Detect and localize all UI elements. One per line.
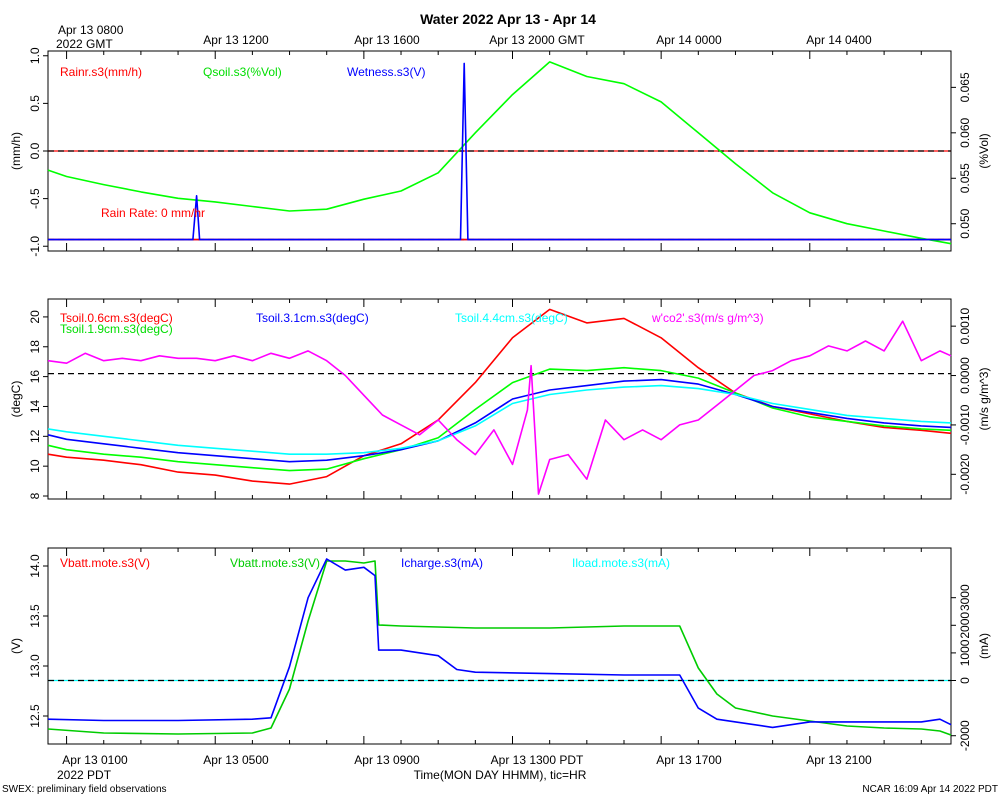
top-tick-label: Apr 13 2000 GMT	[489, 33, 585, 47]
y-tick-label-left: 0.5	[28, 95, 42, 112]
legend-vbatt-green: Vbatt.mote.s3(V)	[230, 556, 320, 570]
y-tick-label-right: -2000	[958, 720, 972, 751]
y-tick-label-right: 0.055	[958, 163, 972, 193]
y-tick-label-left: 8	[28, 492, 42, 499]
series-line-tsoil-3-1cm-s3-degc	[47, 378, 952, 463]
bottom-time-axis: Apr 13 0100 Apr 13 0500 Apr 13 0900 Apr …	[57, 753, 872, 782]
y-tick-label-left: -1.0	[28, 236, 42, 257]
panel-water-ylabel-right: (%Vol)	[977, 133, 991, 168]
bottom-tick-label: Apr 13 0900	[354, 753, 420, 767]
y-tick-label-right: 0.065	[958, 72, 972, 102]
panel-soil-temp-frame	[47, 298, 952, 500]
legend-tsoil-0-6cm: Tsoil.0.6cm.s3(degC)	[60, 311, 173, 325]
legend-tsoil-3-1cm: Tsoil.3.1cm.s3(degC)	[256, 311, 369, 325]
panel-water-ylabel-left: (mm/h)	[9, 132, 23, 170]
y-tick-label-right: 0	[958, 677, 972, 684]
top-tick-label: Apr 13 1600	[354, 33, 420, 47]
bottom-tick-label: Apr 13 0100	[62, 753, 128, 767]
y-tick-label-left: 14.0	[28, 554, 42, 578]
chart-title: Water 2022 Apr 13 - Apr 14	[420, 11, 596, 27]
panel-battery-ylabel-right: (mA)	[977, 633, 991, 659]
series-line-tsoil-0-6cm-s3-degc	[47, 308, 952, 485]
bottom-tick-label: Apr 13 0500	[203, 753, 269, 767]
panel-water: -1.0 -0.5 0.0 0.5 1.0 0.050 0.055 0.060 0.065 (…	[9, 47, 991, 256]
legend-rainr: Rainr.s3(mm/h)	[60, 65, 142, 79]
bottom-tick-label: Apr 13 1700	[656, 753, 722, 767]
series-line-w-co2-s3-m-s-g-m-3	[47, 320, 952, 495]
series-line-icharge-s3-ma	[47, 558, 952, 729]
y-tick-label-right: -0.0020	[958, 454, 972, 495]
top-time-axis: Apr 13 0800 2022 GMT Apr 13 1200 Apr 13 …	[56, 23, 872, 51]
y-tick-label-right: 0.0010	[958, 307, 972, 344]
legend-wco2: w'co2'.s3(m/s g/m^3)	[651, 311, 764, 325]
y-tick-label-left: -0.5	[28, 188, 42, 209]
y-tick-label-right: 1000	[958, 639, 972, 666]
panel-soil-temp-ylabel-left: (degC)	[9, 381, 23, 418]
footer-note: SWEX: preliminary field observations	[2, 784, 167, 795]
legend-qsoil: Qsoil.s3(%Vol)	[203, 65, 282, 79]
top-tick-label: Apr 14 0400	[806, 33, 872, 47]
y-tick-label-left: 18	[28, 340, 42, 354]
legend-iload: Iload.mote.s3(mA)	[572, 556, 670, 570]
series-line-wetness-s3-v	[48, 62, 951, 241]
y-tick-label-right: 0.060	[958, 117, 972, 147]
panel-soil-temp-ylabel-right: (m/s g/m^3)	[977, 368, 991, 431]
y-tick-label-right: 0.050	[958, 208, 972, 238]
bottom-tick-label: Apr 13 2100	[806, 753, 872, 767]
y-tick-label-left: 14	[28, 399, 42, 413]
legend-vbatt-red: Vbatt.mote.s3(V)	[60, 556, 150, 570]
panel-battery-frame	[47, 547, 952, 745]
y-tick-label-left: 20	[28, 310, 42, 324]
y-tick-label-left: 12	[28, 429, 42, 443]
y-tick-label-left: 0.0	[28, 142, 42, 159]
top-tick-label: Apr 13 1200	[203, 33, 269, 47]
panel-soil-temp: 8 10 12 14 16 18 20 -0.0020 -0.0010 0.0000 0.0010…	[9, 298, 991, 500]
bottom-year-label: 2022 PDT	[57, 768, 112, 782]
y-tick-label-left: 16	[28, 370, 42, 384]
series-line-tsoil-4-4cm-s3-degc	[47, 384, 952, 456]
top-first-tick-line2: 2022 GMT	[56, 37, 113, 51]
rain-rate-annotation: Rain Rate: 0 mm/hr	[101, 206, 205, 220]
y-tick-label-left: 10	[28, 459, 42, 473]
panel-battery-ylabel-left: (V)	[9, 638, 23, 654]
y-tick-label-left: 13.5	[28, 604, 42, 628]
series-line-vbatt-mote-s3-v	[47, 560, 952, 736]
y-tick-label-left: 13.0	[28, 654, 42, 678]
y-tick-label-right: 0.0000	[958, 357, 972, 394]
bottom-tick-label: Apr 13 1300 PDT	[491, 753, 584, 767]
top-tick-label: Apr 14 0000	[656, 33, 722, 47]
legend-tsoil-4-4cm: Tsoil.4.4cm.s3(degC)	[455, 311, 568, 325]
x-axis-label: Time(MON DAY HHMM), tic=HR	[414, 768, 587, 782]
legend-wetness: Wetness.s3(V)	[347, 65, 425, 79]
y-tick-label-right: 2000	[958, 612, 972, 639]
series-line-qsoil-s3-vol	[47, 61, 952, 245]
y-tick-label-left: 1.0	[28, 47, 42, 64]
legend-tsoil-1-9cm: Tsoil.1.9cm.s3(degC)	[60, 322, 173, 336]
series-line-tsoil-1-9cm-s3-degc	[47, 366, 952, 472]
y-tick-label-right: 3000	[958, 584, 972, 611]
y-tick-label-right: -0.0010	[958, 404, 972, 445]
y-tick-label-left: 12.5	[28, 704, 42, 728]
footer-timestamp: NCAR 16:09 Apr 14 2022 PDT	[862, 784, 998, 795]
legend-icharge: Icharge.s3(mA)	[401, 556, 483, 570]
top-first-tick-line1: Apr 13 0800	[58, 23, 124, 37]
